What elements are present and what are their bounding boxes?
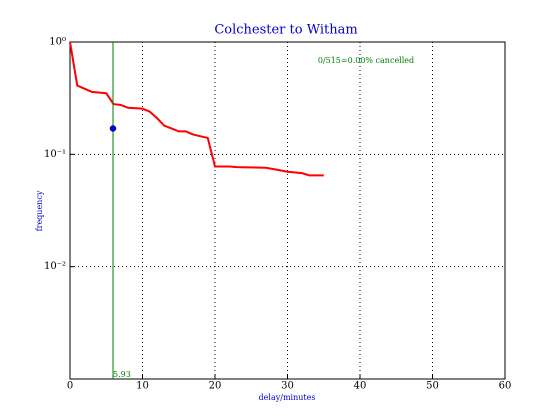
x-tick-label: 60 [499, 381, 512, 392]
x-tick-label: 0 [67, 381, 73, 392]
line [69, 41, 324, 177]
point [109, 125, 117, 132]
chart-title: Colchester to Witham [214, 23, 357, 38]
x-tick-label: 20 [209, 381, 222, 392]
x-tick-label: 10 [136, 381, 149, 392]
x-axis-label: delay/minutes [259, 393, 316, 402]
y-tick-label: 10⁻¹ [44, 149, 66, 160]
x-tick-label: 30 [281, 381, 294, 392]
y-tick-label: 10⁻² [44, 261, 66, 272]
marker-label: 5.93 [113, 370, 131, 379]
y-tick-label: 10⁰ [49, 37, 66, 48]
y-axis-label: frequency [35, 190, 44, 231]
x-tick-label: 40 [354, 381, 367, 392]
annotation: 0/515=0.00% cancelled [318, 56, 414, 65]
x-tick-label: 50 [426, 381, 439, 392]
